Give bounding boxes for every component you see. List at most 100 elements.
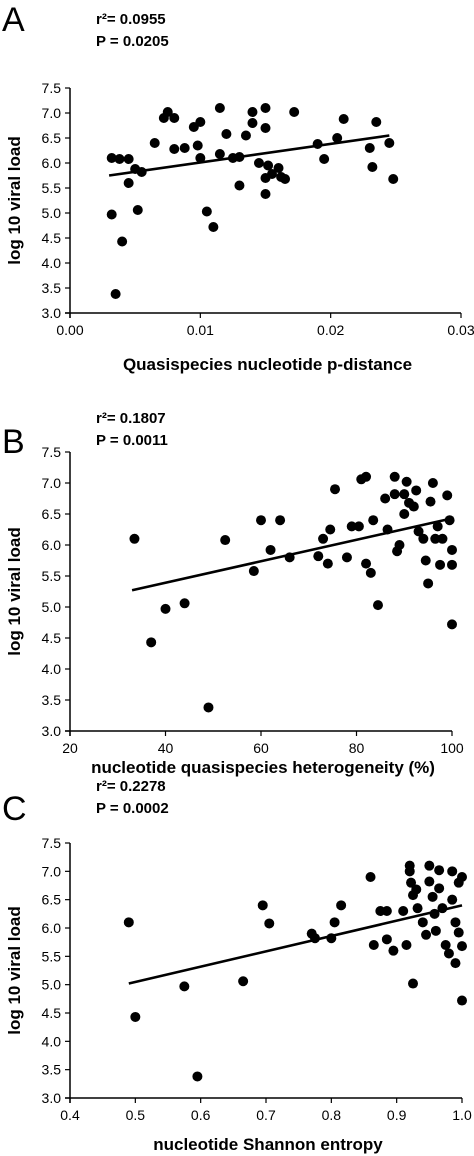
data-point — [110, 289, 121, 299]
y-tick-label: 6.5 — [42, 506, 62, 522]
data-point — [319, 154, 330, 164]
data-point — [380, 493, 391, 504]
data-point — [136, 167, 147, 177]
y-tick-label: 3.5 — [42, 280, 62, 296]
data-point — [394, 540, 405, 550]
x-tick-label: 20 — [62, 740, 78, 756]
x-axis-title: nucleotide quasispecies heterogeneity (%… — [91, 758, 435, 777]
x-tick-label: 0.6 — [191, 1107, 211, 1123]
data-point — [234, 180, 245, 191]
y-tick-label: 7.5 — [42, 80, 62, 96]
data-point — [160, 603, 171, 614]
data-point — [195, 153, 206, 163]
data-point — [437, 533, 448, 544]
data-point — [361, 558, 372, 569]
data-point — [123, 917, 134, 928]
data-point — [411, 485, 422, 496]
data-point — [179, 598, 190, 609]
x-tick-label: 0.4 — [60, 1107, 80, 1123]
data-point — [179, 143, 190, 153]
data-point — [149, 138, 160, 148]
y-tick-label: 7.0 — [42, 475, 62, 491]
data-point — [381, 906, 392, 916]
data-point — [408, 978, 418, 989]
y-tick-label: 5.0 — [42, 599, 62, 615]
y-tick-label: 5.5 — [42, 180, 62, 196]
y-tick-label: 4.0 — [42, 255, 62, 271]
data-point — [114, 154, 125, 164]
data-point — [457, 995, 467, 1006]
data-point — [398, 906, 409, 916]
data-point — [399, 489, 410, 500]
data-point — [214, 103, 225, 113]
data-point — [263, 160, 274, 171]
p-value-label: P = 0.0011 — [96, 432, 168, 449]
x-tick-label: 80 — [349, 740, 365, 756]
data-point — [389, 471, 400, 482]
data-point — [404, 866, 415, 877]
data-point — [123, 178, 134, 188]
data-point — [146, 637, 157, 648]
data-point — [365, 567, 376, 578]
y-tick-label: 5.5 — [42, 568, 62, 584]
data-point — [368, 940, 379, 950]
regression-line — [108, 134, 390, 177]
data-point — [401, 476, 412, 487]
data-point — [368, 515, 379, 526]
y-tick-label: 4.5 — [42, 1005, 62, 1021]
data-point — [201, 206, 212, 217]
data-point — [457, 872, 467, 882]
data-point — [326, 933, 337, 944]
data-point — [253, 158, 264, 168]
data-point — [417, 917, 428, 928]
y-tick-label: 6.0 — [42, 155, 62, 171]
x-tick-label: 40 — [158, 740, 174, 756]
x-tick-label: 100 — [440, 740, 464, 756]
y-tick-label: 5.0 — [42, 205, 62, 221]
data-point — [169, 144, 180, 154]
data-point — [117, 236, 128, 247]
data-point — [220, 535, 231, 546]
data-point — [322, 558, 333, 569]
y-tick-label: 6.5 — [42, 130, 62, 146]
x-tick-label: 0.7 — [256, 1107, 276, 1123]
x-tick-label: 0.03 — [447, 322, 474, 338]
data-point — [336, 900, 347, 911]
y-tick-label: 6.0 — [42, 537, 62, 553]
y-tick-label: 7.5 — [42, 835, 62, 851]
y-tick-label: 7.0 — [42, 105, 62, 121]
data-point — [443, 948, 454, 959]
data-point — [447, 544, 457, 555]
panel-letter: B — [2, 423, 25, 461]
data-point — [388, 174, 399, 184]
data-point — [330, 484, 341, 495]
data-point — [280, 174, 291, 184]
data-point — [129, 533, 140, 544]
data-point — [411, 884, 422, 895]
data-point — [260, 189, 271, 199]
p-value-label: P = 0.0205 — [96, 33, 169, 50]
data-point — [123, 154, 134, 164]
data-point — [248, 566, 259, 577]
r-squared-label: r²= 0.0955 — [96, 11, 166, 28]
data-point — [382, 524, 393, 535]
data-point — [310, 933, 320, 944]
data-point — [430, 925, 441, 936]
data-point — [408, 501, 419, 512]
data-point — [420, 555, 431, 566]
r-squared-label: r²= 0.1807 — [96, 410, 166, 427]
data-point — [106, 153, 117, 163]
data-point — [329, 917, 340, 928]
data-point — [325, 524, 336, 535]
data-point — [364, 143, 375, 153]
data-point — [453, 927, 464, 938]
data-point — [179, 981, 190, 992]
data-point — [444, 515, 455, 526]
data-point — [265, 544, 276, 555]
data-point — [450, 958, 461, 969]
y-tick-label: 3.0 — [42, 1090, 62, 1106]
y-tick-label: 3.5 — [42, 692, 62, 708]
data-point — [434, 883, 445, 894]
data-point — [247, 118, 258, 128]
y-axis-title: log 10 viral load — [5, 906, 24, 1035]
